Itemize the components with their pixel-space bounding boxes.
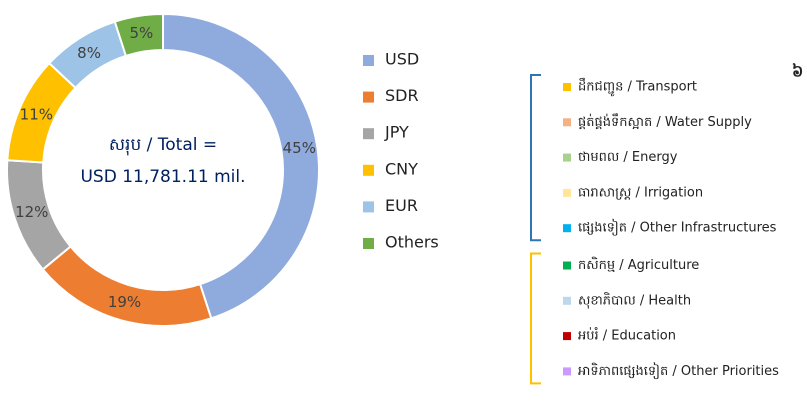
- group-bracket: [530, 74, 541, 242]
- sector-label: ដឹកជញ្ជូន / Transport: [578, 78, 697, 97]
- sector-label: អប់រំ / Education: [578, 327, 676, 344]
- sector-swatch: [563, 224, 571, 233]
- donut-slice: [113, 12, 164, 58]
- legend-swatch: [363, 238, 374, 249]
- sector-swatch: [563, 188, 571, 197]
- sector-label: កសិកម្ម / Agriculture: [578, 256, 699, 273]
- sector-label: ផ្គត់ផ្គង់ទឹកស្អាត / Water Supply: [578, 113, 752, 130]
- sector-label: អាទិភាពផ្សេងទៀត / Other Priorities: [578, 362, 779, 380]
- sector-swatch: [563, 153, 571, 162]
- legend-label: Others: [385, 233, 439, 252]
- center-text: សរុប / Total =: [109, 135, 217, 156]
- sector-label: ថាមពល / Energy: [578, 150, 678, 165]
- legend-label: CNY: [385, 159, 418, 178]
- legend-swatch: [363, 128, 374, 140]
- legend-swatch: [363, 91, 374, 103]
- page-number: ៦: [792, 62, 803, 81]
- sector-label: ផ្សេងទៀត / Other Infrastructures: [578, 219, 777, 237]
- slice-label: 45%: [283, 139, 316, 157]
- legend-swatch: [363, 164, 374, 176]
- group-bracket: [530, 252, 541, 385]
- legend-label: EUR: [385, 196, 418, 215]
- slice-label: 19%: [108, 293, 141, 311]
- slice-label: 8%: [77, 44, 101, 62]
- legend-swatch: [363, 55, 374, 66]
- donut-slice: [162, 12, 320, 320]
- sector-swatch: [563, 296, 571, 305]
- legend-label: JPY: [384, 123, 409, 142]
- donut-slice: [41, 245, 213, 327]
- sector-swatch: [563, 118, 571, 127]
- sector-label: សុខាភិបាល / Health: [578, 291, 691, 309]
- sector-swatch: [563, 83, 571, 91]
- legend-swatch: [363, 201, 374, 213]
- legend-label: SDR: [385, 86, 419, 105]
- slice-label: 11%: [20, 106, 53, 124]
- slice-label: 12%: [15, 203, 48, 221]
- slice-label: 5%: [130, 24, 154, 42]
- legend-label: USD: [385, 50, 419, 69]
- sector-swatch: [563, 261, 571, 270]
- center-text: USD 11,781.11 mil.: [80, 167, 245, 187]
- sector-label: ធារាសាស្ត្រ / Irrigation: [578, 185, 703, 200]
- sector-swatch: [563, 367, 571, 376]
- sector-swatch: [563, 332, 571, 341]
